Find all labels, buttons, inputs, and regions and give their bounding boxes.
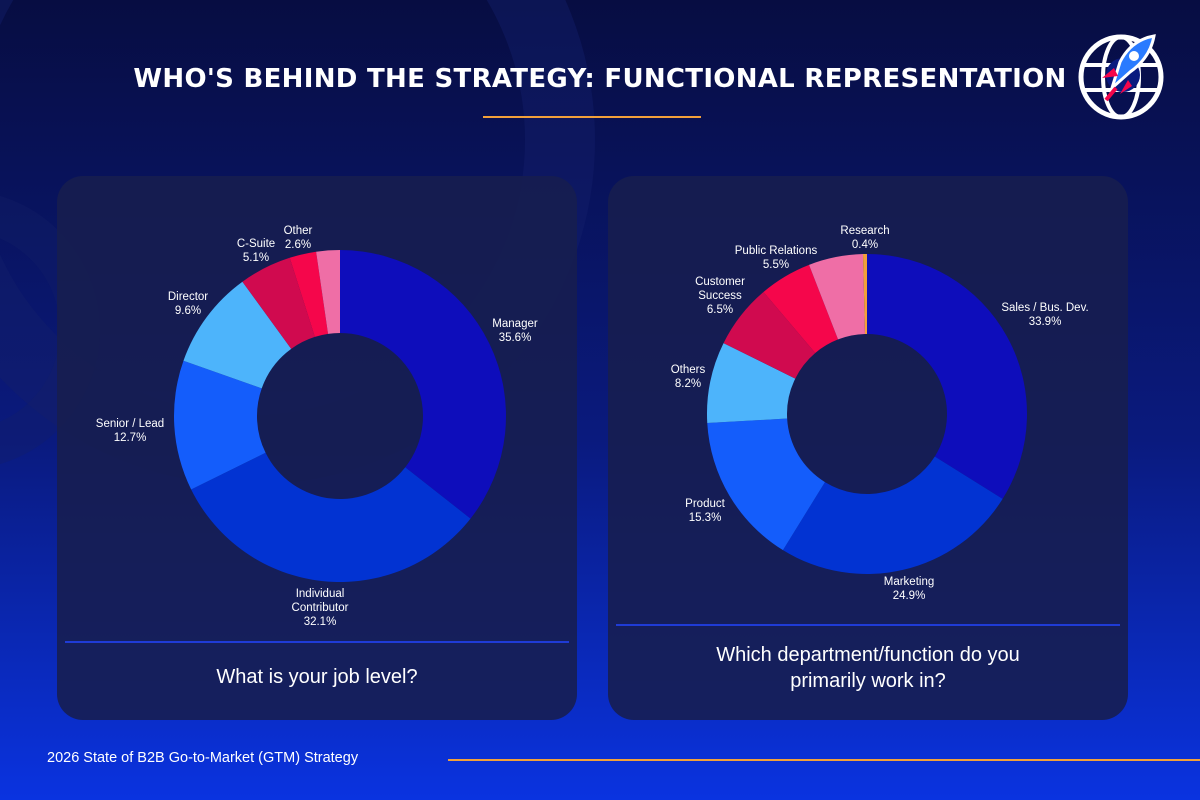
label-director: Director 9.6% [168, 291, 208, 317]
department-panel: Sales / Bus. Dev. 33.9% Marketing 24.9% Prod… [608, 176, 1128, 720]
slice-public-relations [809, 254, 865, 340]
label-public-relations: Public Relations 5.5% [735, 245, 818, 271]
slice-senior-lead [174, 360, 266, 490]
slice-product [707, 418, 825, 551]
label-marketing: Marketing 24.9% [884, 576, 935, 602]
slice-sales-bus-dev [867, 254, 1027, 499]
slice-individual-contributor [191, 452, 471, 582]
label-c-suite: C-Suite 5.1% [237, 238, 275, 264]
panel-divider [616, 624, 1120, 626]
label-other: Other 2.6% [284, 225, 313, 251]
slice-c-suite [242, 257, 315, 349]
department-question: Which department/function do you primari… [716, 644, 1020, 692]
job-level-question: What is your job level? [216, 666, 418, 688]
slice-marketing [782, 456, 1003, 574]
label-customer-success: Customer Success 6.5% [695, 276, 745, 316]
label-research: Research 0.4% [840, 225, 889, 251]
label-individual-contributor: Individual Contributor 32.1% [292, 588, 349, 628]
label-manager: Manager 35.6% [492, 318, 538, 344]
slice-unlabeled-6 [316, 250, 340, 334]
slice-others [707, 343, 796, 424]
department-donut-chart: Sales / Bus. Dev. 33.9% Marketing 24.9% Prod… [671, 225, 1089, 602]
slice-other [289, 251, 329, 337]
label-senior-lead: Senior / Lead 12.7% [96, 418, 164, 444]
label-sales-bus-dev: Sales / Bus. Dev. 33.9% [1001, 302, 1088, 328]
job-level-donut-chart: Manager 35.6% Individual Contributor 32.1% Se… [96, 225, 538, 628]
globe-rocket-logo-icon [1078, 34, 1164, 120]
slice-customer-success [723, 292, 816, 379]
slice-manager [340, 250, 506, 519]
label-product: Product 15.3% [685, 498, 725, 524]
slice-research [862, 254, 867, 335]
footer-report-title: 2026 State of B2B Go-to-Market (GTM) Str… [47, 750, 359, 766]
label-others: Others 8.2% [671, 364, 706, 390]
panel-divider [65, 641, 569, 643]
slice-director [183, 281, 292, 389]
job-level-panel: Manager 35.6% Individual Contributor 32.1% Se… [57, 176, 577, 720]
title-underline [483, 116, 701, 118]
footer-line [448, 759, 1200, 761]
page-title: WHO'S BEHIND THE STRATEGY: FUNCTIONAL RE… [133, 64, 1067, 94]
slice-unlabeled-5 [763, 264, 839, 354]
